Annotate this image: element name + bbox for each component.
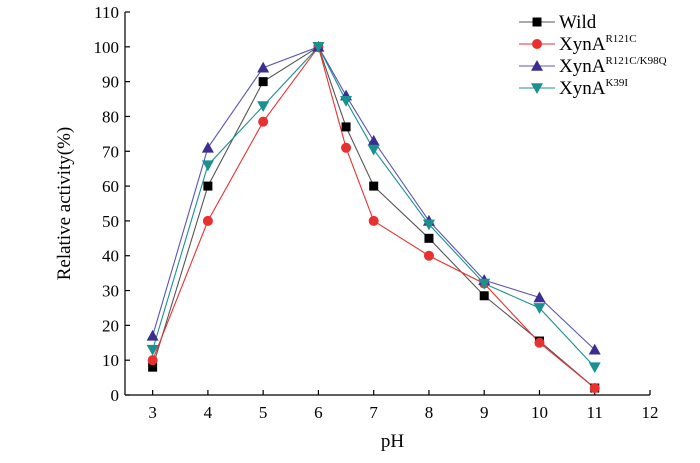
x-tick-label: 5: [259, 403, 268, 422]
data-point: [589, 383, 600, 394]
data-point: [369, 181, 379, 191]
data-point: [312, 42, 325, 53]
legend-label-base: XynA: [559, 78, 606, 99]
y-tick-label: 20: [102, 316, 119, 335]
x-axis-title: pH: [381, 431, 405, 452]
legend-label: Wild: [559, 12, 597, 33]
data-point: [201, 141, 214, 153]
legend-label-sup: K39I: [605, 77, 628, 89]
data-point: [148, 362, 158, 372]
series-lines: [152, 45, 596, 389]
data-point: [203, 181, 213, 191]
data-point: [341, 142, 352, 153]
x-tick-label: 6: [314, 403, 323, 422]
x-tick-label: 7: [369, 403, 378, 422]
data-point: [367, 134, 380, 146]
series-line-1: [152, 45, 596, 389]
data-point: [258, 77, 268, 87]
legend-label: XynAR121C: [559, 33, 637, 55]
y-tick-label: 110: [94, 3, 119, 22]
data-point: [341, 122, 351, 132]
x-tick-label: 12: [642, 403, 659, 422]
x-tick-label: 11: [587, 403, 603, 422]
data-point: [258, 116, 269, 127]
legend-label-base: XynA: [559, 56, 606, 77]
data-point: [588, 362, 601, 374]
legend-label-sup: R121C: [605, 33, 636, 45]
data-point: [478, 278, 491, 290]
y-axis-title: Relative activity(%): [54, 127, 75, 281]
x-tick-label: 4: [204, 403, 213, 422]
series-line-0: [152, 45, 596, 389]
data-point: [533, 303, 546, 314]
legend-marker: [532, 39, 542, 49]
data-point: [257, 101, 270, 113]
data-point: [146, 329, 159, 341]
series-line-3: [152, 45, 596, 368]
data-point: [534, 337, 545, 348]
legend-marker: [531, 83, 543, 94]
series-line-2: [152, 46, 596, 351]
series-markers: [146, 40, 601, 394]
data-point: [533, 291, 546, 303]
legend-marker: [531, 60, 543, 71]
x-tick-label: 3: [148, 403, 157, 422]
data-point: [479, 291, 489, 301]
y-tick-label: 90: [102, 73, 119, 92]
data-point: [424, 233, 434, 243]
y-tick-label: 70: [102, 142, 119, 161]
legend-label: XynAR121C/K98Q: [559, 55, 667, 77]
legend-label-base: Wild: [559, 12, 597, 33]
data-point: [422, 219, 435, 231]
data-point: [588, 343, 601, 355]
data-point: [340, 95, 353, 107]
y-tick-label: 80: [102, 107, 119, 126]
legend-marker: [532, 17, 542, 27]
y-tick-label: 40: [102, 247, 119, 266]
data-point: [257, 61, 270, 73]
data-point: [201, 160, 214, 172]
axes: 3 4 5 6 7 8 9 10 11 12 0 10 20 30 40 50 60 70 80 90 100 110: [94, 3, 659, 422]
data-point: [202, 215, 213, 226]
legend-label-base: XynA: [559, 34, 606, 55]
y-tick-label: 10: [102, 351, 119, 370]
data-point: [147, 355, 158, 366]
x-tick-label: 10: [531, 403, 548, 422]
y-tick-label: 50: [102, 212, 119, 231]
legend-label: XynAK39I: [559, 77, 628, 99]
y-tick-label: 30: [102, 282, 119, 301]
legend-label-sup: R121C/K98Q: [605, 55, 666, 67]
x-tick-label: 9: [480, 403, 489, 422]
y-tick-label: 0: [111, 386, 120, 405]
y-tick-label: 60: [102, 177, 119, 196]
data-point: [368, 215, 379, 226]
x-tick-label: 8: [425, 403, 434, 422]
data-point: [146, 344, 159, 356]
data-point: [423, 250, 434, 261]
y-tick-label: 100: [94, 38, 120, 57]
data-point: [367, 144, 380, 156]
